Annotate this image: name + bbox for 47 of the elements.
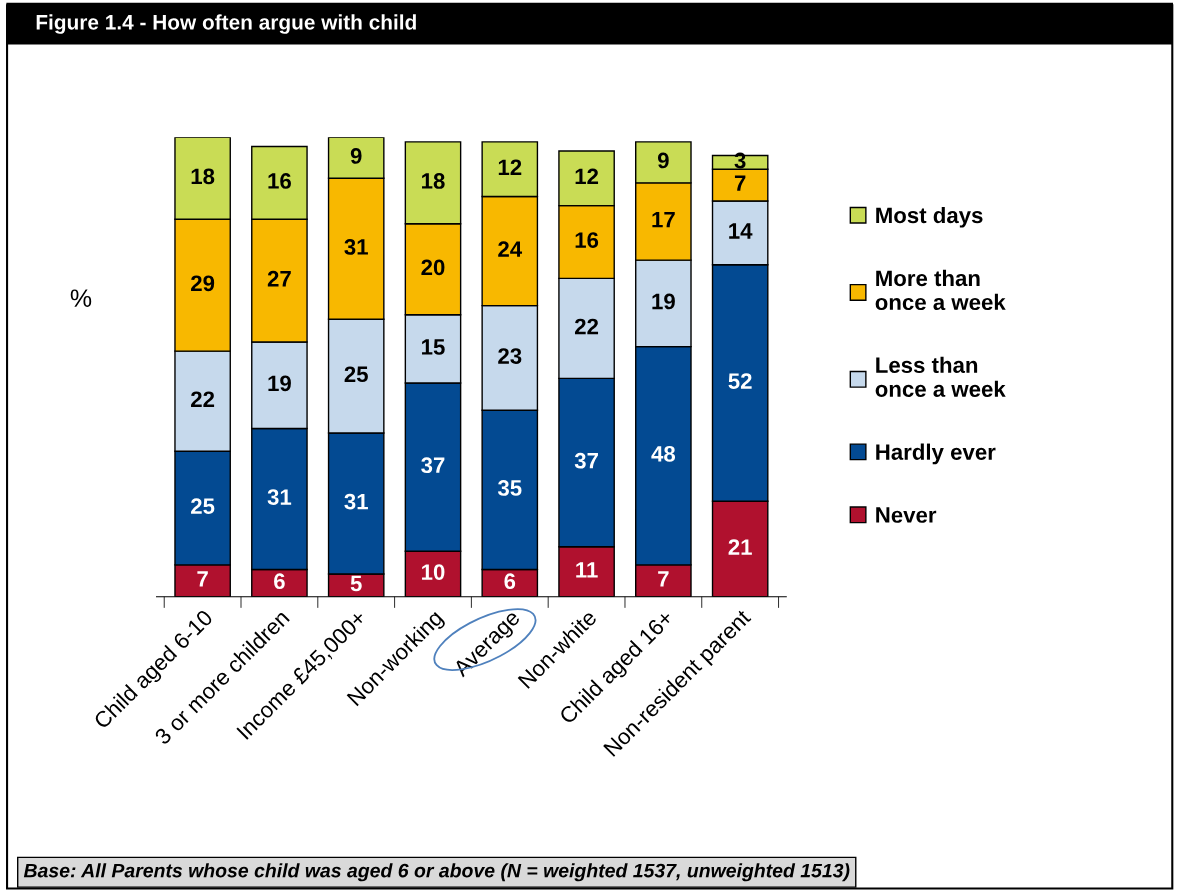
- data-label: 18: [422, 173, 445, 189]
- data-label: 17: [652, 211, 675, 228]
- legend-label: Never: [876, 507, 937, 523]
- data-label: 5: [350, 575, 362, 592]
- legend-label: Hardly ever: [876, 443, 996, 465]
- data-label: 6: [274, 573, 285, 590]
- legend-label: More than once a week: [875, 269, 1006, 311]
- data-label: 25: [344, 366, 368, 383]
- data-label: 22: [191, 391, 215, 407]
- data-label: 7: [658, 571, 669, 587]
- data-label: 31: [344, 239, 368, 255]
- data-label: 11: [576, 562, 598, 578]
- data-label: 7: [197, 571, 208, 587]
- data-label: 52: [728, 373, 752, 389]
- data-label: 6: [504, 573, 516, 590]
- data-label: 15: [422, 339, 445, 355]
- data-label: 29: [191, 275, 215, 292]
- data-label: 37: [421, 457, 445, 474]
- data-label: 23: [498, 348, 522, 364]
- data-label: 24: [498, 241, 523, 257]
- data-label: 20: [421, 259, 445, 276]
- data-label: 18: [191, 168, 215, 185]
- data-label: 19: [268, 375, 291, 392]
- chart-title: Figure 1.4 - How often argue with child: [36, 14, 416, 34]
- data-label: 12: [575, 168, 599, 185]
- data-label: 10: [422, 564, 445, 580]
- data-label: 9: [350, 148, 362, 164]
- data-label: 16: [575, 232, 599, 248]
- data-label: 12: [498, 159, 522, 175]
- data-label: 7: [734, 175, 746, 191]
- legend-label: Most days: [876, 206, 983, 228]
- data-label: 31: [344, 493, 368, 510]
- data-label: 21: [728, 539, 752, 555]
- data-label: 35: [497, 480, 522, 496]
- data-label: 19: [652, 293, 675, 310]
- data-label: 37: [574, 452, 598, 469]
- data-label: 25: [191, 498, 215, 515]
- data-label: 31: [267, 489, 292, 505]
- text: Base: All Parents whose child was aged 6 or above (N = weighted 1537, unweighted 1513): [23, 863, 850, 882]
- y-axis-title: %: [70, 289, 92, 307]
- data-label: 22: [574, 318, 599, 335]
- data-label: 14: [729, 223, 753, 239]
- legend-label: Less than once a week: [875, 356, 1006, 397]
- data-label: 48: [651, 445, 676, 462]
- data-label: 16: [268, 173, 291, 189]
- data-label: 9: [657, 152, 669, 169]
- data-label: 27: [267, 270, 291, 287]
